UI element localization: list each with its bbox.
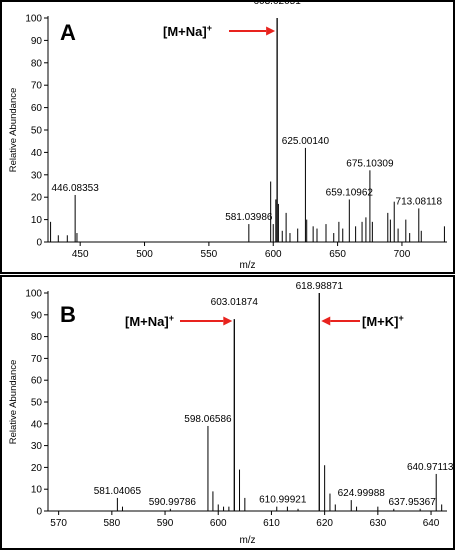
panel-b-ion-arrowhead: [223, 316, 233, 326]
panel-b-x-tick-label: 620: [316, 518, 333, 529]
spectrum-panel-a: 0 10 20 30 40 50 60 70 80 90 100 450 500 550 600 650 700…: [8, 0, 447, 271]
panel-a-x-tick-label: 700: [394, 249, 411, 260]
panel-b-x-tick-label: 630: [369, 518, 386, 529]
panel-b-y-tick-label: 60: [31, 376, 43, 387]
panel-b-y-tick-label: 100: [25, 289, 42, 300]
panel-a-peak-label: 675.10309: [346, 158, 394, 169]
panel-b-x-tick-label: 600: [210, 518, 227, 529]
panel-b-y-tick-label: 90: [31, 310, 43, 321]
panel-b-peak-label: 637.95367: [389, 497, 437, 508]
panel-a-y-tick-label: 0: [36, 238, 42, 249]
panel-a-x-tick-label: 600: [265, 249, 282, 260]
panel-a-x-tick-label: 450: [72, 249, 89, 260]
panel-b-y-tick-label: 70: [31, 354, 43, 365]
panel-b-peak-label: 603.01874: [211, 297, 259, 308]
panel-b-peak-label: 624.99988: [338, 488, 386, 499]
panel-a-y-tick-label: 40: [31, 148, 43, 159]
panel-a-x-tick-label: 650: [329, 249, 346, 260]
panel-a-y-tick-label: 20: [31, 193, 43, 204]
panel-b-y-tick-label: 0: [36, 507, 42, 518]
panel-b-x-tick-label: 590: [157, 518, 174, 529]
panel-b-x-tick-label: 570: [50, 518, 67, 529]
panel-a-y-tick-label: 90: [31, 36, 43, 47]
spectrum-panel-b: 0 10 20 30 40 50 60 70 80 90 100 570 580 590 600 610 620…: [8, 281, 454, 546]
panel-a-letter: A: [60, 20, 76, 45]
panel-b-peak-label: 618.98871: [296, 281, 344, 292]
panel-b-x-tick-label: 610: [263, 518, 280, 529]
panel-a-frame: [0, 0, 455, 274]
panel-a-peak-label: 581.03986: [225, 212, 273, 223]
panel-b-x-tick-label: 640: [423, 518, 440, 529]
panel-a-x-tick-label: 500: [136, 249, 153, 260]
panel-b-peak-label: 581.04065: [94, 486, 142, 497]
panel-a-y-tick-label: 80: [31, 58, 43, 69]
panel-a-ion-label: [M+Na]+: [163, 23, 212, 39]
panel-b-y-tick-label: 40: [31, 419, 43, 430]
panel-a-peak-label: 713.08118: [396, 196, 443, 207]
panel-b-x-tick-label: 580: [103, 518, 120, 529]
panel-b-y-axis-title: Relative Abundance: [8, 360, 19, 445]
panel-b-ion-label: [M+Na]+: [125, 313, 174, 329]
panel-a-y-tick-label: 100: [25, 14, 42, 25]
panel-b-peak-label: 590.99786: [149, 497, 197, 508]
panel-a-x-axis-title: m/z: [239, 260, 255, 271]
panel-b-y-tick-label: 20: [31, 463, 43, 474]
panel-a-x-tick-label: 550: [201, 249, 218, 260]
panel-a-peak-label: 625.00140: [282, 136, 330, 147]
panel-a-peak-label: 603.02051: [253, 0, 301, 7]
panel-b-ion-arrowhead: [321, 316, 331, 326]
panel-b-x-axis-title: m/z: [239, 535, 255, 546]
panel-b-ion-label: [M+K]+: [362, 313, 404, 329]
panel-b-peak-label: 610.99921: [259, 495, 307, 506]
panel-b-letter: B: [60, 302, 76, 327]
panel-a-y-tick-label: 60: [31, 103, 43, 114]
panel-b-y-tick-label: 10: [31, 485, 43, 496]
panel-a-y-axis-title: Relative Abundance: [8, 88, 19, 173]
panel-b-peak-label: 640.97113: [407, 462, 454, 473]
panel-a-peak-label: 659.10962: [326, 187, 374, 198]
panel-a-ion-arrowhead: [266, 26, 276, 36]
panel-b-y-tick-label: 50: [31, 398, 43, 409]
panel-b-y-tick-label: 30: [31, 441, 43, 452]
panel-a-peak-label: 446.08353: [51, 183, 99, 194]
panel-a-y-tick-label: 70: [31, 81, 43, 92]
panel-b-y-tick-label: 80: [31, 332, 43, 343]
panel-a-y-tick-label: 30: [31, 170, 43, 181]
panel-a-y-tick-label: 50: [31, 126, 43, 137]
panel-a-y-tick-label: 10: [31, 215, 43, 226]
panel-b-peak-label: 598.06586: [184, 414, 232, 425]
